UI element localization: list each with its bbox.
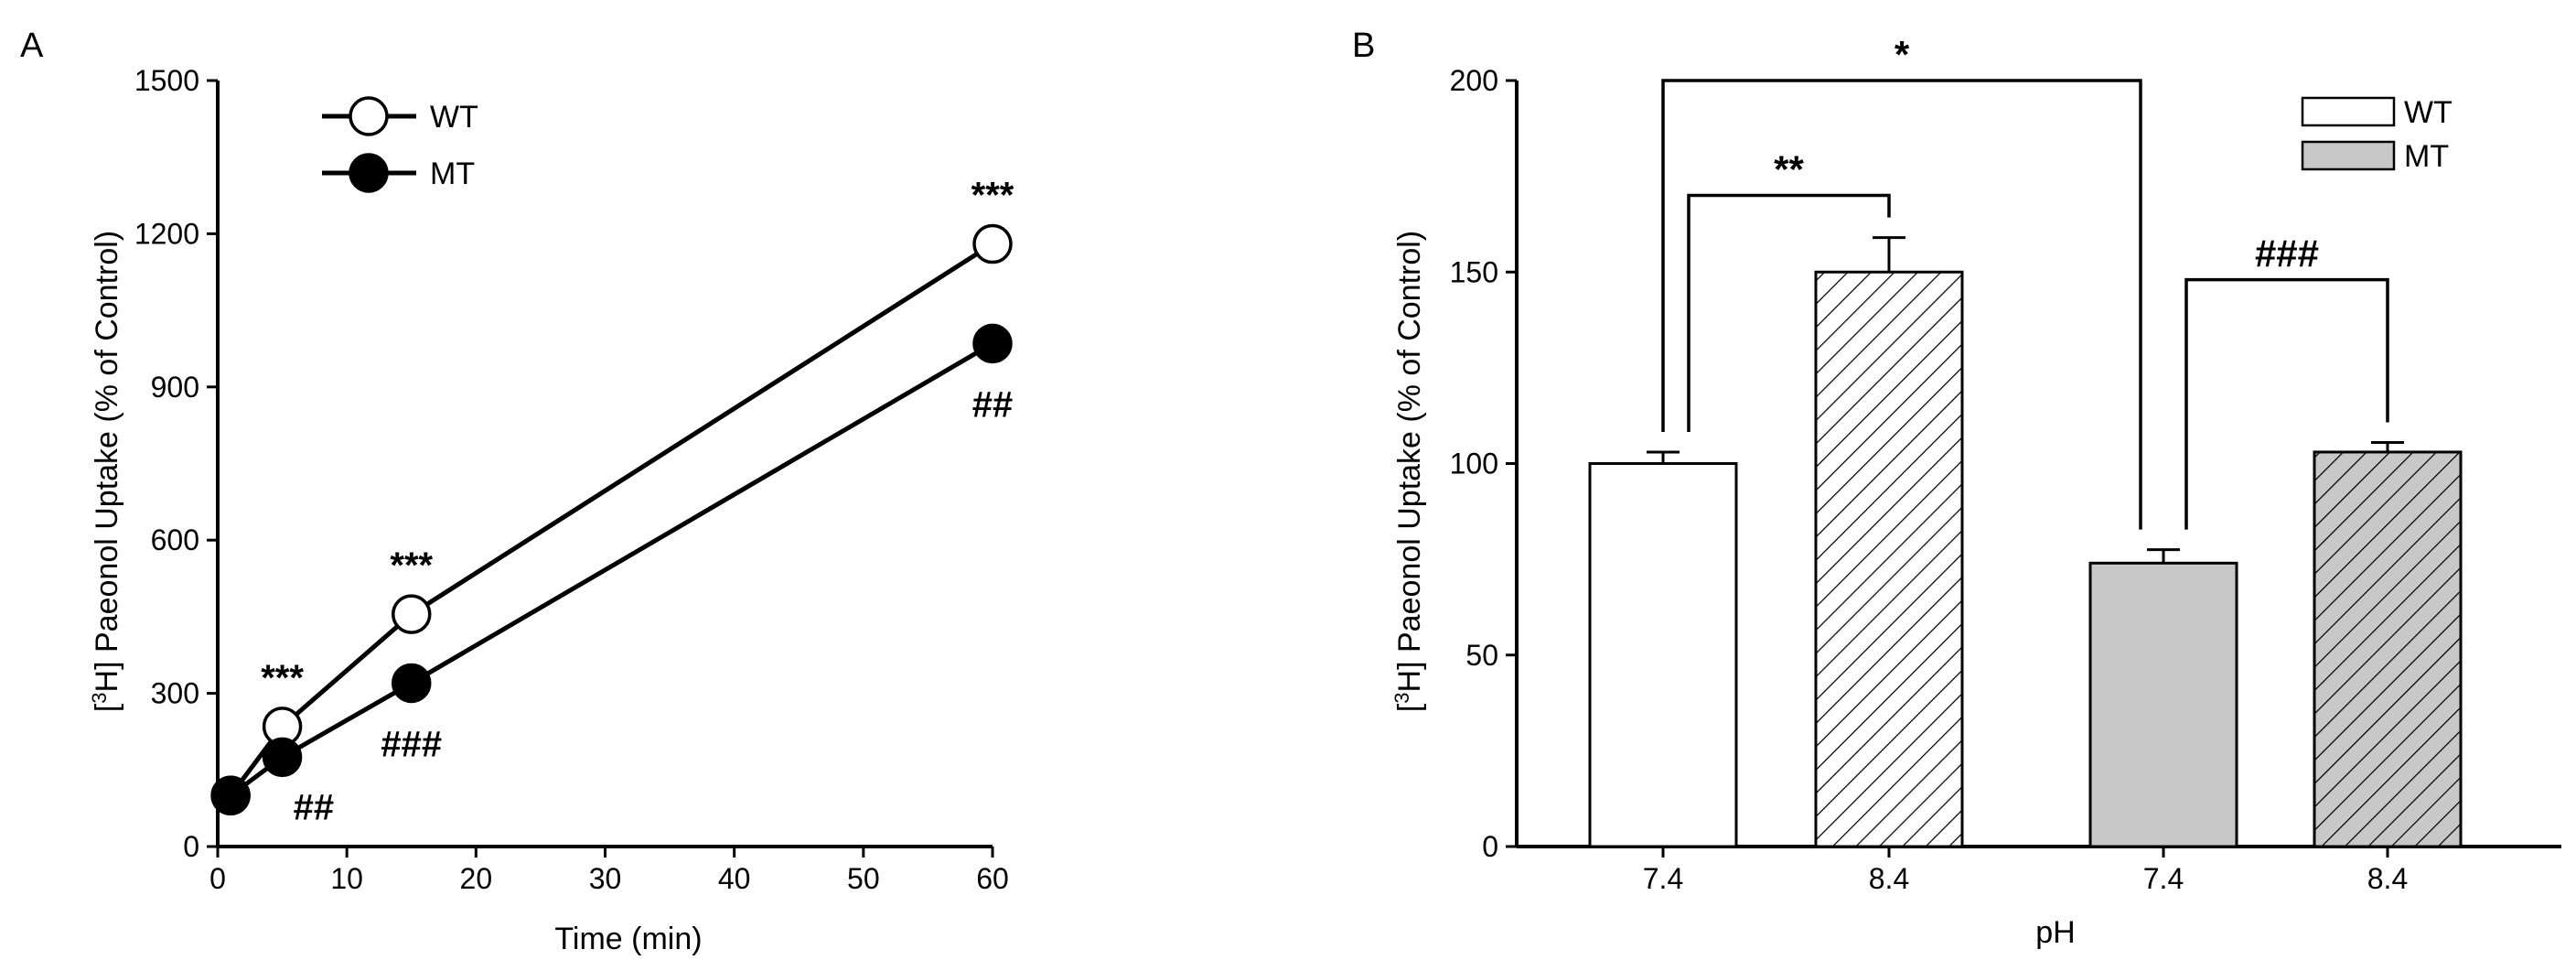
significance-annotation: *** — [971, 176, 1014, 216]
legend-label-mt: MT — [430, 156, 475, 191]
significance-annotation: ** — [1774, 148, 1804, 191]
panel-a-x-tick-label: 50 — [847, 862, 880, 895]
panel-b-label: B — [1352, 27, 1375, 65]
panel-a-label: A — [20, 27, 44, 65]
significance-bracket — [1687, 193, 1891, 432]
panel-a-series-lines — [229, 242, 994, 798]
panel-a-y-tick-label: 1500 — [134, 64, 199, 97]
panel-a-y-tick-label: 0 — [183, 830, 199, 863]
panel-b-x-tick-label: 8.4 — [2367, 862, 2408, 895]
legend-swatch-wt — [2301, 96, 2396, 127]
bar-wt-8.4 — [1814, 270, 1964, 848]
significance-annotation: ## — [972, 384, 1014, 425]
panel-b-legend: WT MT — [2301, 95, 2453, 174]
panel-a-y-tick-label: 300 — [151, 677, 199, 710]
significance-annotation: ### — [381, 724, 442, 764]
legend-marker-wt — [349, 96, 389, 136]
panel-b-y-tick-label: 200 — [1450, 64, 1498, 97]
panel-a-x-tick-label: 30 — [589, 862, 622, 895]
legend-label-wt: WT — [430, 100, 478, 135]
panel-a-x-tick-label: 20 — [460, 862, 493, 895]
significance-annotation: *** — [261, 658, 304, 698]
data-point-mt — [262, 737, 303, 778]
panel-b-bars — [1588, 236, 2463, 848]
panel-b-x-tick-label: 8.4 — [1869, 862, 1909, 895]
panel-a-x-tick-label: 60 — [976, 862, 1009, 895]
panel-b-y-axis-label: [3H] Paeonol Uptake (% of Control) — [1390, 231, 1427, 712]
bar-mt-8.4 — [2313, 450, 2463, 848]
data-point-mt — [392, 663, 432, 704]
significance-bracket — [1661, 79, 2142, 530]
series-line-wt — [229, 242, 994, 797]
panel-a-y-tick-label: 600 — [151, 523, 199, 556]
data-point-mt — [972, 323, 1013, 364]
bar-mt-7.4 — [2088, 561, 2238, 848]
data-point-wt — [392, 594, 432, 634]
data-point-mt — [210, 775, 251, 815]
panel-b-y-tick-label: 100 — [1450, 448, 1498, 480]
legend-label-wt: WT — [2404, 95, 2453, 130]
panel-b-y-tick-label: 50 — [1465, 639, 1498, 672]
panel-a-annotations: *********####### — [261, 176, 1014, 828]
legend-label-mt: MT — [2404, 139, 2449, 174]
legend-marker-mt — [349, 153, 389, 193]
significance-bracket — [2184, 277, 2389, 530]
panel-b-y-tick-label: 0 — [1482, 830, 1498, 863]
panel-a-data-points — [210, 223, 1013, 815]
panel-b-x-tick-label: 7.4 — [2143, 862, 2184, 895]
panel-a-x-axis-label: Time (min) — [554, 922, 702, 956]
panel-a-legend: WT MT — [322, 96, 478, 193]
panel-b-y-tick-label: 150 — [1450, 255, 1498, 288]
panel-b-x-axis-label: pH — [2035, 915, 2075, 950]
series-line-mt — [229, 341, 994, 798]
significance-annotation: *** — [390, 545, 433, 586]
panel-b-x-tick-label: 7.4 — [1643, 862, 1683, 895]
significance-annotation: * — [1894, 33, 1910, 76]
panel-a-x-tick-label: 10 — [330, 862, 363, 895]
panel-a-x-tick-label: 0 — [209, 862, 226, 895]
legend-swatch-mt — [2301, 140, 2396, 171]
panel-a-x-tick-label: 40 — [718, 862, 751, 895]
panel-b-significance-brackets: ***### — [1661, 33, 2389, 530]
data-point-wt — [972, 223, 1013, 264]
bar-wt-7.4 — [1588, 462, 1738, 848]
panel-a-y-tick-label: 900 — [151, 371, 199, 404]
panel-a-y-tick-label: 1200 — [134, 217, 199, 250]
significance-annotation: ### — [2255, 232, 2319, 275]
panel-a-y-axis-label: [3H] Paeonol Uptake (% of Control) — [88, 231, 124, 712]
significance-annotation: ## — [294, 787, 335, 827]
